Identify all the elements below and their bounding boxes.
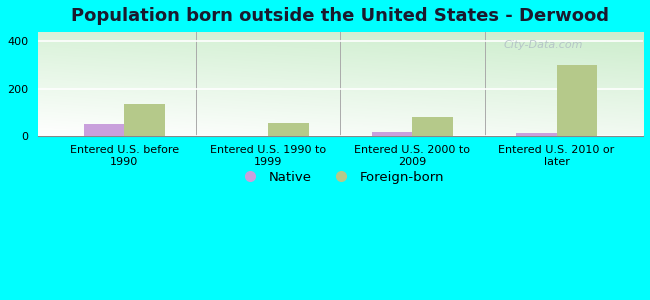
Text: City-Data.com: City-Data.com — [504, 40, 583, 50]
Bar — [372, 132, 413, 136]
Title: Population born outside the United States - Derwood: Population born outside the United State… — [72, 7, 610, 25]
Bar — [268, 123, 309, 136]
Bar — [556, 65, 597, 136]
Bar — [516, 133, 556, 136]
Bar — [413, 117, 453, 136]
Bar — [84, 124, 124, 136]
Bar — [124, 104, 164, 136]
Legend: Native, Foreign-born: Native, Foreign-born — [232, 166, 449, 189]
